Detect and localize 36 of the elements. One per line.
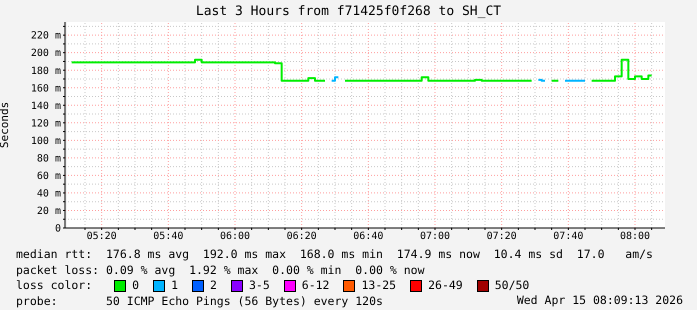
text: Wed Apr 15 08:09:13 2026: [516, 293, 683, 307]
y-axis-title: Seconds: [0, 102, 11, 148]
y-tick-label: 180 m: [30, 66, 61, 77]
x-tick-label: 07:40: [553, 231, 584, 242]
x-tick-label: 08:00: [620, 231, 650, 242]
legend-label: 0: [132, 278, 140, 294]
y-tick-label: 160 m: [30, 83, 61, 94]
y-tick-label: 220 m: [30, 30, 61, 42]
legend-label: 13-25: [361, 278, 396, 294]
y-tick-label: 20 m: [36, 206, 61, 218]
legend-label: 26-49: [428, 278, 463, 294]
y-tick-label: 60 m: [36, 170, 61, 182]
x-tick-label: 05:40: [153, 231, 184, 242]
y-tick-label: 120 m: [30, 118, 61, 130]
x-tick-label: 07:00: [420, 231, 450, 242]
y-tick-label: 40 m: [36, 188, 61, 200]
text: median rtt: 176.8 ms avg 192.0 ms max 168.0 ms min 174.9 ms now 10.4 ms sd 17.0 am/s: [16, 247, 653, 262]
legend-title: loss color:: [16, 278, 92, 294]
x-tick-label: 07:20: [486, 231, 517, 242]
text: packet loss: 0.09 % avg 1.92 % max 0.00 % min 0.00 % now: [16, 262, 426, 278]
x-tick-label: 06:00: [220, 231, 250, 242]
chart-title: Last 3 Hours from f71425f0f268 to SH_CT: [194, 4, 502, 19]
legend-label: 6-12: [302, 278, 330, 294]
text: probe: 50 ICMP Echo Pings (56 Bytes) every 120s: [16, 294, 383, 308]
legend-label: 2: [210, 278, 217, 294]
legend-label: 1: [171, 278, 178, 294]
legend-label: 3-5: [248, 278, 270, 294]
y-tick-label: 80 m: [36, 153, 61, 164]
y-tick-label: 100 m: [30, 136, 61, 147]
x-tick-label: 06:20: [286, 231, 317, 242]
x-tick-label: 06:40: [353, 231, 384, 242]
y-tick-label: 140 m: [30, 100, 61, 112]
legend-label: 50/50: [494, 278, 530, 294]
x-tick-label: 05:20: [86, 231, 117, 242]
y-tick-label: 200 m: [30, 48, 61, 60]
y-tick-label: 0: [54, 224, 61, 235]
